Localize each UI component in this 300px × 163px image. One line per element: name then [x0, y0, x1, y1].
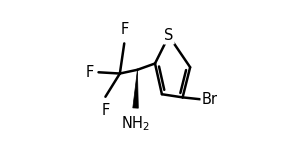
Polygon shape — [133, 70, 138, 108]
Text: Br: Br — [202, 92, 218, 107]
Text: F: F — [120, 22, 128, 37]
Text: F: F — [101, 103, 110, 118]
Text: S: S — [164, 28, 173, 43]
Text: F: F — [85, 65, 94, 80]
Text: NH$_2$: NH$_2$ — [121, 114, 150, 133]
